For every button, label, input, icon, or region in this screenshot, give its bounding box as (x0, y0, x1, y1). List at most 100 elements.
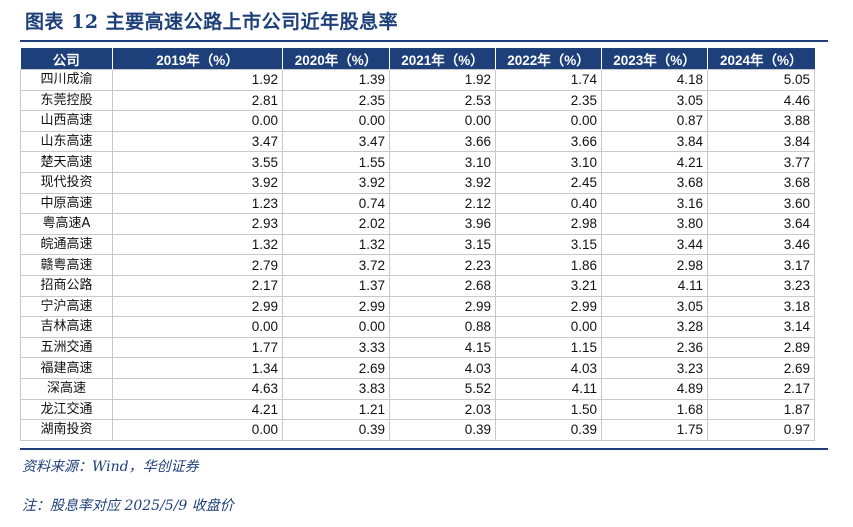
yield-cell: 2.98 (601, 254, 708, 276)
yield-cell: 0.00 (112, 316, 283, 338)
yield-cell: 0.00 (282, 110, 390, 132)
table-row: 湖南投资 0.00 0.39 0.39 0.39 1.75 0.97 (20, 419, 815, 441)
yield-cell: 2.68 (389, 274, 496, 297)
yield-cell: 3.18 (707, 295, 815, 318)
yield-cell: 4.11 (601, 274, 708, 297)
header-2020: 2020年（%） (282, 48, 390, 70)
yield-cell: 2.35 (495, 89, 602, 112)
yield-cell: 3.47 (282, 130, 390, 153)
bottom-rule (20, 448, 828, 450)
title-rule (20, 40, 828, 42)
header-2023: 2023年（%） (601, 48, 708, 70)
company-cell: 深高速 (20, 377, 113, 400)
yield-cell: 1.32 (112, 233, 283, 256)
yield-cell: 3.68 (601, 171, 708, 194)
table-row: 楚天高速 3.55 1.55 3.10 3.10 4.21 3.77 (20, 151, 815, 173)
yield-cell: 4.21 (112, 398, 283, 421)
yield-cell: 3.92 (112, 171, 283, 194)
yield-cell: 4.21 (601, 151, 708, 173)
yield-cell: 0.00 (112, 419, 283, 441)
yield-cell: 2.03 (389, 398, 496, 421)
yield-cell: 2.93 (112, 213, 283, 235)
yield-cell: 2.99 (389, 295, 496, 318)
table-header-row: 公司 2019年（%） 2020年（%） 2021年（%） 2022年（%） 2… (20, 48, 815, 70)
yield-cell: 1.92 (112, 69, 283, 91)
yield-cell: 1.21 (282, 398, 390, 421)
company-cell: 招商公路 (20, 274, 113, 297)
yield-cell: 3.60 (707, 192, 815, 215)
yield-cell: 4.46 (707, 89, 815, 112)
yield-cell: 1.75 (601, 419, 708, 441)
yield-cell: 0.00 (282, 316, 390, 338)
yield-cell: 3.80 (601, 213, 708, 235)
yield-cell: 3.66 (389, 130, 496, 153)
company-cell: 赣粤高速 (20, 254, 113, 276)
yield-cell: 2.17 (707, 377, 815, 400)
yield-cell: 0.88 (389, 316, 496, 338)
yield-cell: 0.00 (389, 110, 496, 132)
yield-cell: 3.14 (707, 316, 815, 338)
header-2024: 2024年（%） (707, 48, 815, 70)
yield-cell: 3.28 (601, 316, 708, 338)
yield-cell: 2.79 (112, 254, 283, 276)
yield-cell: 3.47 (112, 130, 283, 153)
yield-cell: 4.03 (389, 357, 496, 379)
company-cell: 山东高速 (20, 130, 113, 153)
yield-cell: 2.45 (495, 171, 602, 194)
yield-cell: 1.86 (495, 254, 602, 276)
company-cell: 楚天高速 (20, 151, 113, 173)
yield-cell: 3.23 (601, 357, 708, 379)
yield-cell: 2.99 (282, 295, 390, 318)
yield-cell: 1.92 (389, 69, 496, 91)
source-note: 资料来源：Wind，华创证券 (22, 459, 199, 475)
yield-cell: 3.77 (707, 151, 815, 173)
yield-cell: 4.03 (495, 357, 602, 379)
yield-cell: 1.37 (282, 274, 390, 297)
yield-cell: 0.87 (601, 110, 708, 132)
yield-cell: 0.97 (707, 419, 815, 441)
yield-cell: 3.15 (495, 233, 602, 256)
yield-cell: 3.64 (707, 213, 815, 235)
table-row: 中原高速 1.23 0.74 2.12 0.40 3.16 3.60 (20, 192, 815, 215)
company-cell: 现代投资 (20, 171, 113, 194)
yield-cell: 1.32 (282, 233, 390, 256)
yield-cell: 0.39 (389, 419, 496, 441)
yield-cell: 1.23 (112, 192, 283, 215)
table-row: 赣粤高速 2.79 3.72 2.23 1.86 2.98 3.17 (20, 254, 815, 276)
yield-cell: 1.55 (282, 151, 390, 173)
table-row: 福建高速 1.34 2.69 4.03 4.03 3.23 2.69 (20, 357, 815, 379)
yield-cell: 1.39 (282, 69, 390, 91)
yield-cell: 2.99 (112, 295, 283, 318)
yield-cell: 3.17 (707, 254, 815, 276)
table-row: 龙江交通 4.21 1.21 2.03 1.50 1.68 1.87 (20, 398, 815, 421)
table-row: 粤高速A 2.93 2.02 3.96 2.98 3.80 3.64 (20, 213, 815, 235)
yield-cell: 2.23 (389, 254, 496, 276)
yield-cell: 3.05 (601, 295, 708, 318)
header-company: 公司 (20, 48, 113, 70)
yield-cell: 3.92 (282, 171, 390, 194)
yield-cell: 0.39 (495, 419, 602, 441)
yield-cell: 3.46 (707, 233, 815, 256)
yield-cell: 3.84 (707, 130, 815, 153)
company-cell: 宁沪高速 (20, 295, 113, 318)
yield-cell: 3.55 (112, 151, 283, 173)
yield-cell: 5.05 (707, 69, 815, 91)
company-cell: 粤高速A (20, 213, 113, 235)
table-row: 四川成渝 1.92 1.39 1.92 1.74 4.18 5.05 (20, 69, 815, 91)
yield-cell: 3.84 (601, 130, 708, 153)
yield-cell: 3.66 (495, 130, 602, 153)
yield-cell: 3.83 (282, 377, 390, 400)
yield-cell: 4.89 (601, 377, 708, 400)
yield-cell: 2.35 (282, 89, 390, 112)
yield-cell: 3.05 (601, 89, 708, 112)
table-row: 深高速 4.63 3.83 5.52 4.11 4.89 2.17 (20, 377, 815, 400)
company-cell: 皖通高速 (20, 233, 113, 256)
table-row: 吉林高速 0.00 0.00 0.88 0.00 3.28 3.14 (20, 316, 815, 338)
table-row: 皖通高速 1.32 1.32 3.15 3.15 3.44 3.46 (20, 233, 815, 256)
table-row: 宁沪高速 2.99 2.99 2.99 2.99 3.05 3.18 (20, 295, 815, 318)
yield-cell: 4.15 (389, 336, 496, 359)
table-row: 现代投资 3.92 3.92 3.92 2.45 3.68 3.68 (20, 171, 815, 194)
yield-cell: 3.96 (389, 213, 496, 235)
table-row: 山西高速 0.00 0.00 0.00 0.00 0.87 3.88 (20, 110, 815, 132)
yield-cell: 0.40 (495, 192, 602, 215)
